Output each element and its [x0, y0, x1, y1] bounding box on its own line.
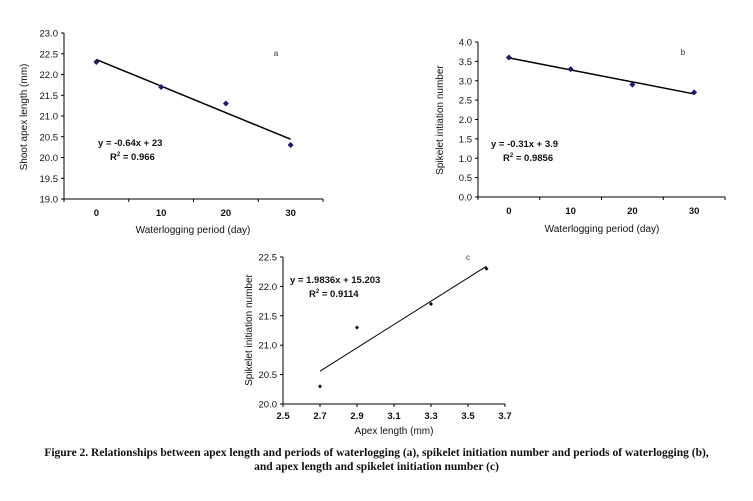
- chart-a-xtick-label: 30: [285, 208, 296, 219]
- chart-a-ytick-label: 22.5: [40, 49, 59, 60]
- chart-a-panel-label: a: [274, 49, 279, 58]
- caption-line-2: and apex length and spikelet initiation …: [254, 461, 499, 473]
- chart-c-data-point: [318, 384, 322, 389]
- chart-c-r2-sup: 2: [316, 289, 320, 295]
- chart-b-ytick-label: 2.0: [459, 115, 472, 126]
- chart-b-ytick-label: 3.0: [459, 76, 472, 87]
- chart-a-xlabel: Waterlogging period (day): [136, 225, 251, 236]
- chart-b-r2-sup: 2: [510, 153, 514, 159]
- chart-a-r2-prefix: R: [110, 152, 117, 163]
- chart-b-ytick-label: 4.0: [459, 38, 472, 49]
- chart-b: Spikelet intiation number Waterlogging p…: [435, 38, 726, 235]
- chart-a-trendline: [96, 58, 291, 140]
- chart-a-ytick-label: 23.0: [40, 29, 59, 40]
- chart-c-xtick-label: 2.7: [313, 411, 326, 422]
- chart-a-ytick-label: 22.0: [40, 70, 59, 81]
- chart-c-data-point: [355, 325, 359, 330]
- chart-c-xtick-label: 3.1: [387, 411, 401, 422]
- chart-a-data-point: [158, 83, 165, 90]
- chart-b-xtick-label: 10: [565, 206, 576, 217]
- chart-a-ytick-label: 19.5: [40, 174, 59, 185]
- chart-c-xtick-label: 3.7: [498, 411, 511, 422]
- chart-b-r2: R2 = 0.9856: [503, 153, 553, 164]
- chart-b-ytick-label: 3.5: [459, 57, 472, 68]
- chart-b-ytick-label: 0.5: [459, 173, 472, 184]
- chart-b-equation: y = -0.31x + 3.9: [491, 139, 558, 150]
- chart-a-ylabel: Shoot apex length (mm): [19, 64, 30, 171]
- chart-b-r2-value: = 0.9856: [513, 153, 553, 164]
- chart-b-xtick-label: 30: [689, 206, 700, 217]
- chart-a-r2: R2 = 0.966: [110, 152, 155, 163]
- chart-c-ylabel: Spikelet initiation number: [244, 273, 255, 385]
- chart-a-ytick-label: 19.0: [40, 195, 59, 206]
- chart-c-r2-value: = 0.9114: [319, 289, 359, 300]
- chart-b-ytick-label: 0.0: [459, 193, 472, 204]
- chart-b-ytick-label: 1.0: [459, 154, 472, 165]
- chart-a-xtick-label: 20: [221, 208, 232, 219]
- chart-a-data-point: [222, 100, 229, 107]
- chart-c-ytick-label: 20.0: [259, 400, 278, 411]
- chart-c-ytick-label: 21.0: [259, 341, 278, 352]
- chart-c-ytick-label: 21.5: [259, 311, 278, 322]
- chart-b-data-point: [629, 81, 636, 88]
- chart-b-data-point: [567, 66, 574, 73]
- chart-c: Spikelet initiation number Apex length (…: [244, 253, 512, 438]
- chart-b-xlabel: Waterlogging period (day): [545, 224, 660, 235]
- figure-caption: Figure 2. Relationships between apex len…: [0, 446, 753, 474]
- chart-b-r2-prefix: R: [503, 153, 510, 164]
- chart-c-equation: y = 1.9836x + 15.203: [290, 275, 380, 286]
- chart-c-ytick-label: 20.5: [259, 370, 278, 381]
- chart-a-ytick-label: 21.5: [40, 91, 59, 102]
- chart-c-panel-label: c: [466, 253, 470, 262]
- chart-a-xtick-label: 10: [156, 208, 167, 219]
- chart-b-panel-label: b: [681, 48, 686, 57]
- chart-c-r2: R2 = 0.9114: [309, 289, 359, 300]
- chart-b-ytick-label: 1.5: [459, 134, 472, 145]
- caption-line-1: Figure 2. Relationships between apex len…: [44, 447, 709, 459]
- chart-a-ytick-label: 20.5: [40, 132, 59, 143]
- chart-a-r2-value: = 0.966: [120, 152, 155, 163]
- chart-b-trendline: [508, 57, 695, 95]
- chart-c-r2-prefix: R: [309, 289, 316, 300]
- chart-c-xtick-label: 3.5: [461, 411, 475, 422]
- chart-c-trendline: [319, 265, 487, 372]
- chart-c-ytick-label: 22.5: [259, 253, 278, 264]
- chart-a-xtick-label: 0: [94, 208, 99, 219]
- chart-b-data-point: [691, 89, 698, 96]
- chart-a-r2-sup: 2: [117, 152, 121, 158]
- chart-a-ytick-label: 20.0: [40, 153, 59, 164]
- chart-c-ytick-label: 22.0: [259, 282, 278, 293]
- chart-b-xtick-label: 20: [627, 206, 638, 217]
- chart-a-equation: y = -0.64x + 23: [98, 138, 162, 149]
- chart-a: Shoot apex length (mm) Waterlogging peri…: [19, 29, 324, 236]
- chart-b-ylabel: Spikelet intiation number: [435, 65, 446, 175]
- chart-b-data-point: [505, 54, 512, 61]
- chart-c-xlabel: Apex length (mm): [355, 426, 434, 437]
- chart-a-ytick-label: 21.0: [40, 112, 59, 123]
- chart-c-xtick-label: 2.9: [350, 411, 363, 422]
- chart-c-xtick-label: 3.3: [424, 411, 437, 422]
- chart-a-data-point: [93, 59, 100, 66]
- chart-c-data-point: [484, 266, 489, 271]
- chart-c-xtick-label: 2.5: [276, 411, 290, 422]
- chart-c-data-point: [429, 302, 433, 307]
- chart-b-xtick-label: 0: [506, 206, 511, 217]
- chart-a-data-point: [287, 142, 294, 149]
- chart-b-ytick-label: 2.5: [459, 96, 472, 107]
